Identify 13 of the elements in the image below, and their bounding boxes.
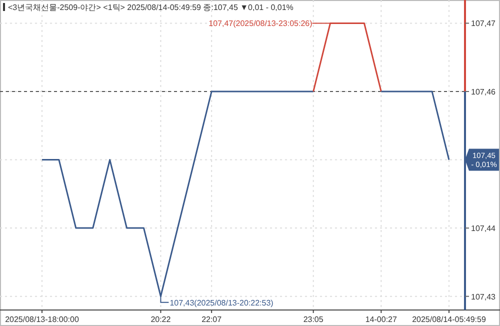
chart-title: <3년국채선물-2509-야간> <1틱> 2025/08/14-05:49:59 종:107,45 ▼0,01 - 0,01% — [8, 3, 294, 12]
x-tick-label: 20:22 — [150, 315, 172, 324]
annotation: 107,43(2025/08/13-20:22:53) — [170, 298, 274, 308]
y-tick-label: 107,46 — [471, 88, 496, 96]
x-tick-label: 2025/08/14-05:49:59 — [412, 315, 486, 324]
x-tick-label: 22:07 — [202, 315, 222, 324]
y-tick-label: 107,43 — [471, 292, 496, 302]
y-tick-label: 107,44 — [471, 224, 496, 234]
x-tick-label: 14-00:27 — [365, 315, 398, 324]
x-tick-label: 23:05 — [303, 315, 324, 324]
y-tick-label: 107,47 — [471, 19, 496, 28]
x-tick-label: 2025/08/13-18:00:00 — [5, 315, 80, 324]
annotation: 107,47(2025/08/13-23:05:26) — [208, 19, 313, 28]
